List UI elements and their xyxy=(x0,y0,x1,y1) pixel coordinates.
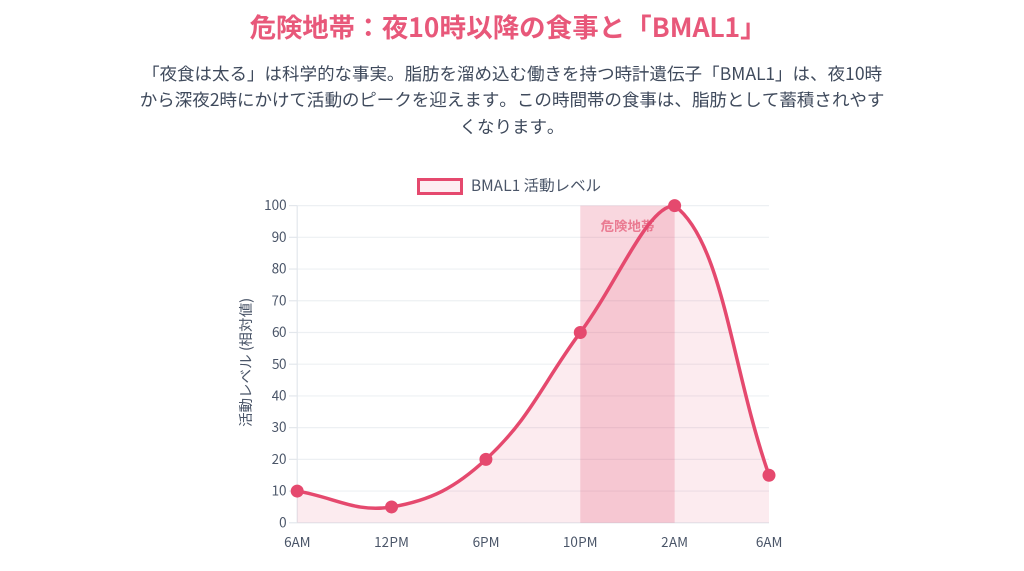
danger-zone-label: 危険地帯 xyxy=(600,215,654,235)
data-point-6AM-15[interactable] xyxy=(762,468,776,482)
y-tick-label: 90 xyxy=(272,226,287,246)
data-point-6PM-20[interactable] xyxy=(479,452,493,466)
y-tick-label: 70 xyxy=(272,289,287,309)
y-tick-label: 10 xyxy=(272,480,287,500)
x-tick-label: 6AM xyxy=(284,531,311,551)
chart-legend-item[interactable]: BMAL1 活動レベル xyxy=(417,174,602,197)
chart-axes: 0 10 20 30 40 50 60 70 80 90 100 6AM 12PM 6PM 10PM 2AM 6… xyxy=(235,194,782,551)
x-tick-label: 6PM xyxy=(472,531,499,551)
x-tick-label: 2AM xyxy=(661,531,688,551)
chart-grid xyxy=(289,205,769,524)
y-tick-label: 0 xyxy=(279,511,287,531)
x-tick-label: 10PM xyxy=(563,531,598,551)
y-tick-label: 30 xyxy=(272,416,287,436)
legend-swatch xyxy=(417,177,463,195)
data-point-6AM-10[interactable] xyxy=(290,484,304,498)
y-axis-title: 活動レベル (相対値) xyxy=(235,298,256,427)
y-tick-label: 100 xyxy=(264,194,286,214)
data-point-10PM-60[interactable] xyxy=(573,325,587,339)
y-tick-label: 60 xyxy=(272,321,287,341)
y-tick-label: 20 xyxy=(272,448,287,468)
series-area-fill xyxy=(297,205,769,523)
y-tick-label: 80 xyxy=(272,258,287,278)
x-tick-label: 12PM xyxy=(374,531,409,551)
x-tick-label: 6AM xyxy=(756,531,783,551)
legend-label: BMAL1 活動レベル xyxy=(471,174,602,197)
y-tick-label: 40 xyxy=(272,385,287,405)
data-point-12PM-5[interactable] xyxy=(385,500,399,514)
chart-series xyxy=(290,199,776,523)
data-point-2AM-100[interactable] xyxy=(668,199,682,213)
y-tick-label: 50 xyxy=(272,353,287,373)
page-title: 危険地帯：夜10時以降の食事と「BMAL1」 xyxy=(249,5,767,45)
intro-paragraph: 「夜食は太る」は科学的な事実。脂肪を溜め込む働きを持つ時計遺伝子「BMAL1」は… xyxy=(139,60,885,139)
